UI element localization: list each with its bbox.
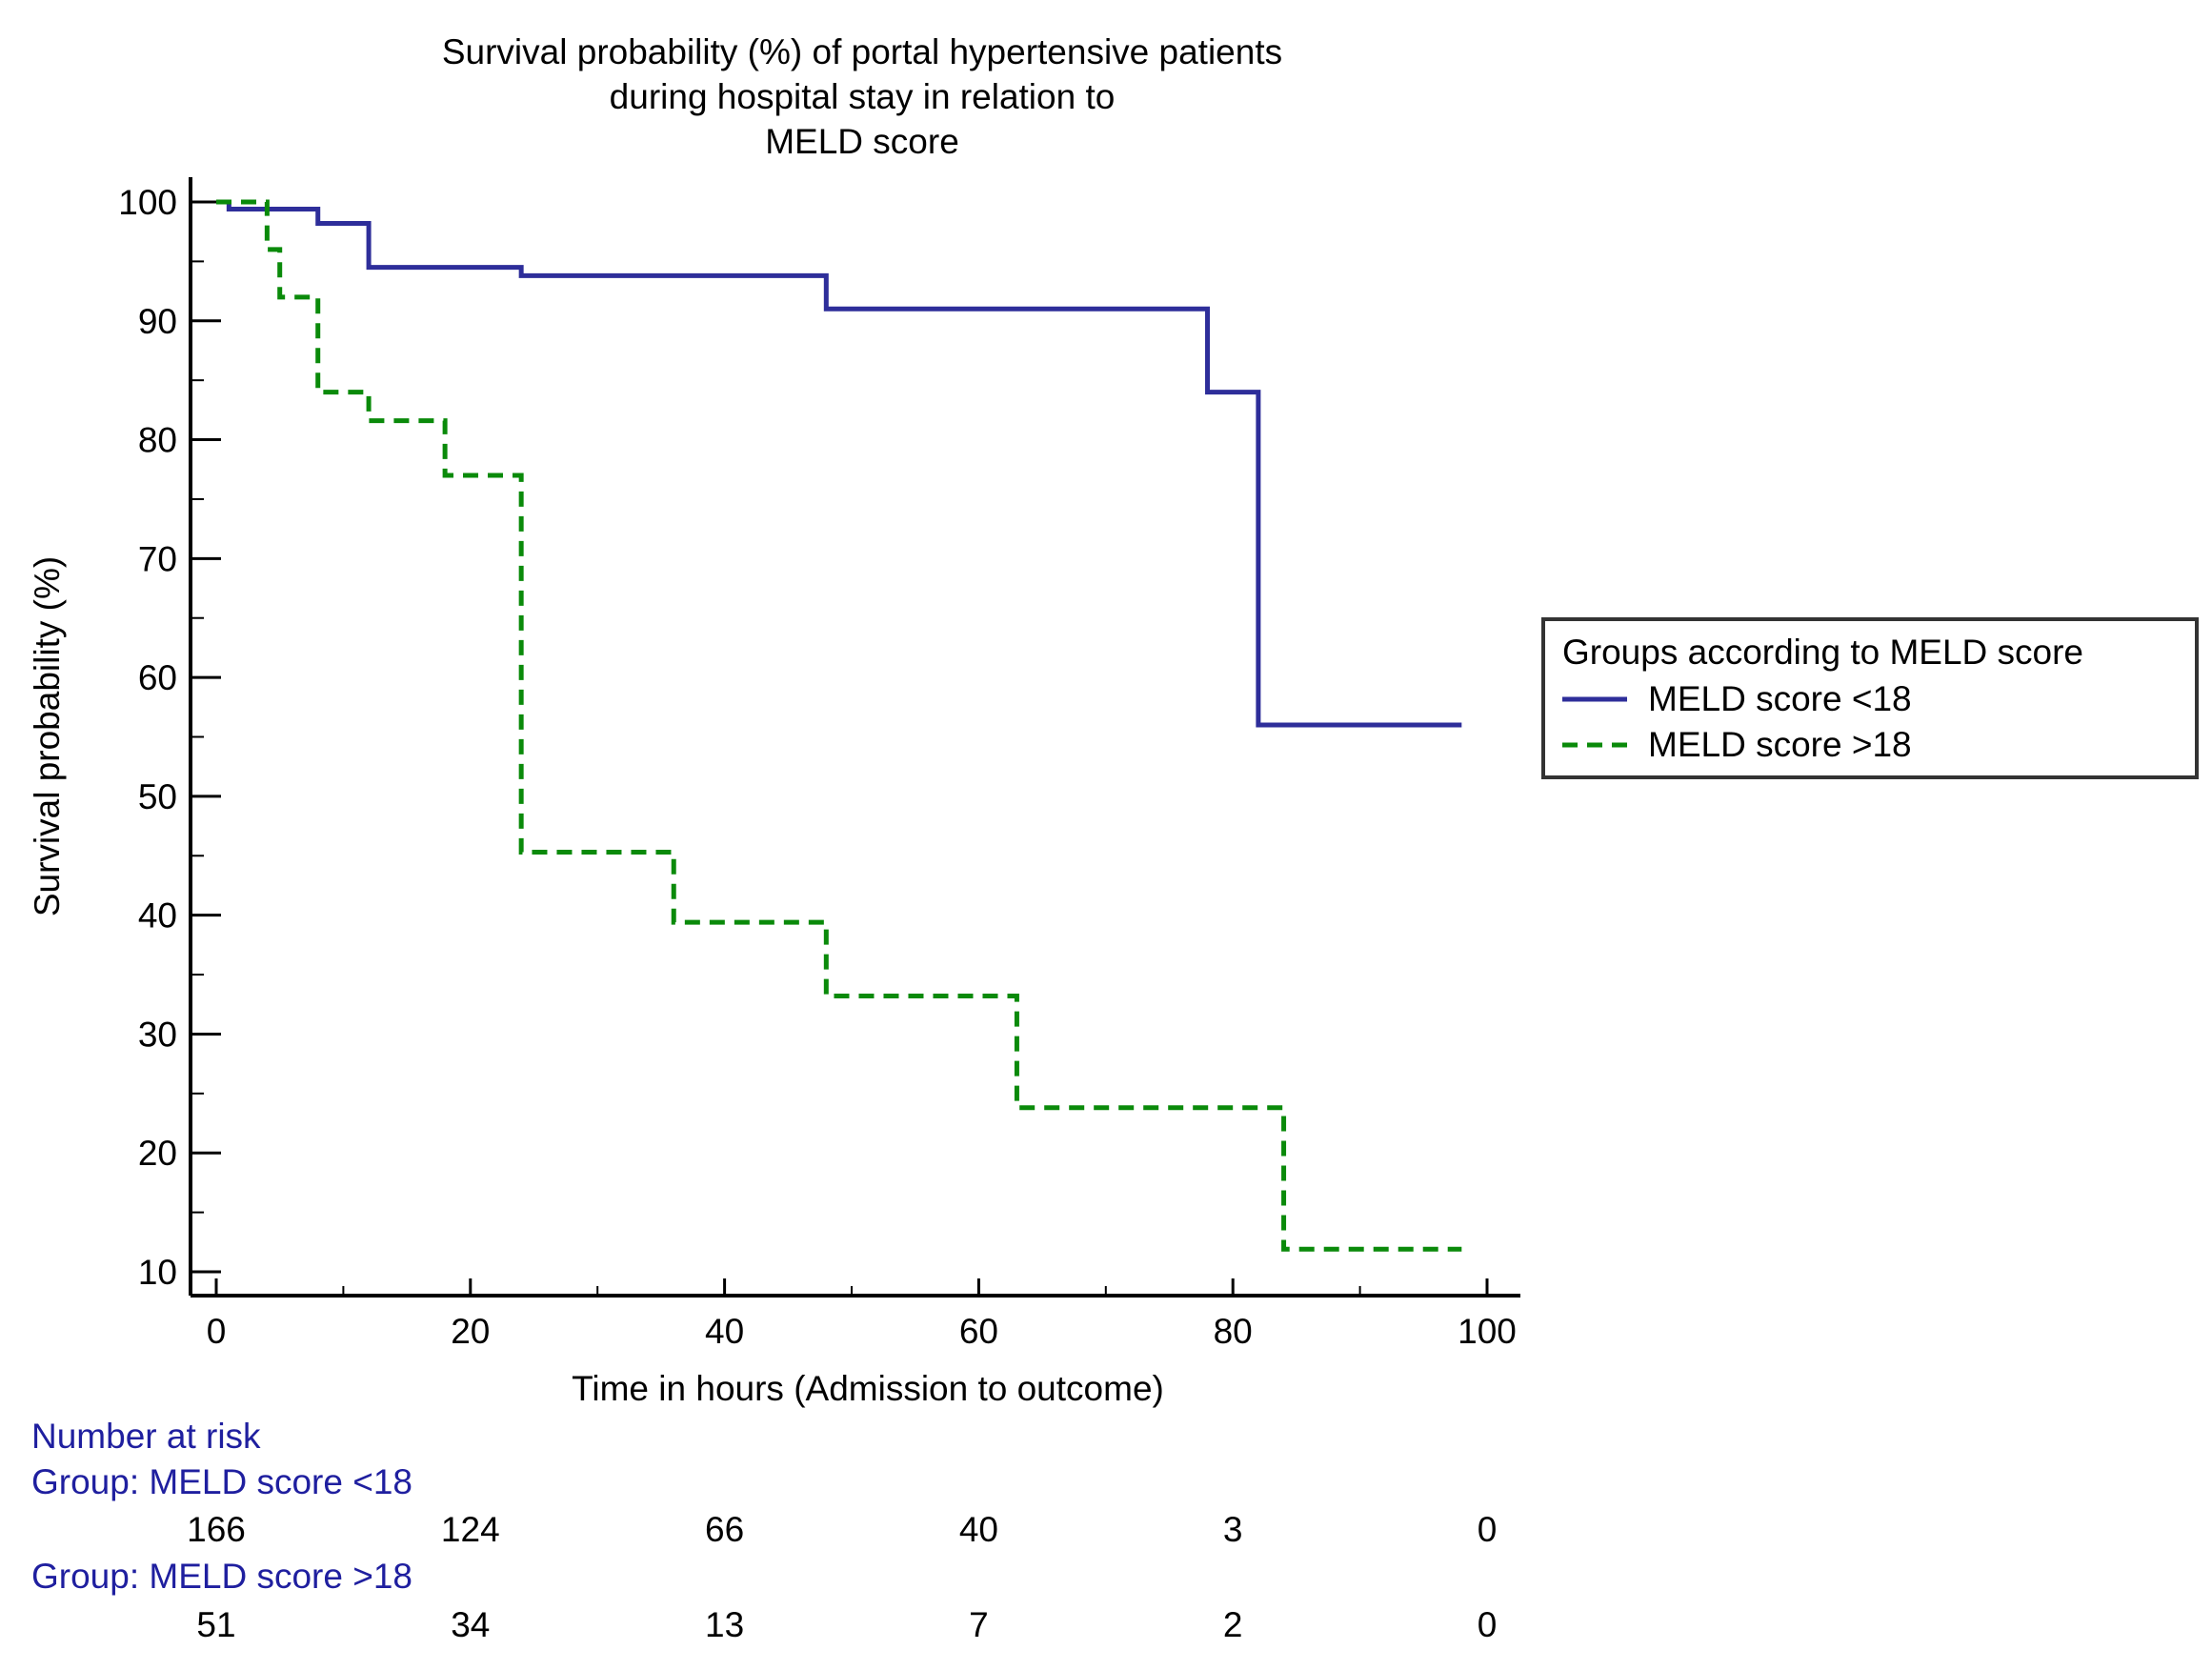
y-axis-label: Survival probability (%) xyxy=(28,556,67,916)
legend-label-meld-gt18: MELD score >18 xyxy=(1648,725,1912,764)
risk-count: 7 xyxy=(969,1605,989,1644)
y-tick-label-90: 90 xyxy=(138,302,177,341)
risk-count: 34 xyxy=(451,1605,490,1644)
y-tick-label-80: 80 xyxy=(138,421,177,460)
title-line-2: during hospital stay in relation to xyxy=(610,77,1116,116)
risk-count: 124 xyxy=(441,1510,500,1549)
series-line-meld-gt18 xyxy=(216,199,1462,1252)
risk-count: 40 xyxy=(959,1510,998,1549)
axes xyxy=(189,177,1520,1298)
risk-count: 66 xyxy=(705,1510,744,1549)
series-line-meld-lt18 xyxy=(216,199,1462,728)
x-tick-label-40: 40 xyxy=(705,1312,744,1351)
x-tick-label-0: 0 xyxy=(207,1312,227,1351)
y-tick-label-40: 40 xyxy=(138,896,177,936)
risk-count: 0 xyxy=(1478,1510,1498,1549)
legend: Groups according to MELD score MELD scor… xyxy=(1541,617,2199,779)
risk-count: 0 xyxy=(1478,1605,1498,1644)
risk-group-label-meld-gt18: Group: MELD score >18 xyxy=(31,1557,412,1596)
legend-label-meld-lt18: MELD score <18 xyxy=(1648,679,1912,718)
risk-count: 2 xyxy=(1223,1605,1243,1644)
y-ticks: 10 20 30 40 50 60 70 80 90 100 xyxy=(118,183,221,1292)
legend-title: Groups according to MELD score xyxy=(1562,633,2083,672)
x-tick-label-100: 100 xyxy=(1458,1312,1517,1351)
risk-count: 3 xyxy=(1223,1510,1243,1549)
x-ticks: 0 20 40 60 80 100 xyxy=(207,1278,1517,1351)
legend-box xyxy=(1541,617,2199,779)
title-line-1: Survival probability (%) of portal hyper… xyxy=(442,32,1282,71)
y-tick-label-10: 10 xyxy=(138,1253,177,1292)
risk-count: 13 xyxy=(705,1605,744,1644)
y-tick-label-20: 20 xyxy=(138,1134,177,1173)
chart-title: Survival probability (%) of portal hyper… xyxy=(442,32,1282,161)
risk-table-header: Number at risk xyxy=(31,1417,261,1456)
y-tick-label-70: 70 xyxy=(138,539,177,578)
risk-row-meld-gt18: 51 34 13 7 2 0 xyxy=(196,1605,1497,1644)
x-tick-label-80: 80 xyxy=(1214,1312,1253,1351)
title-line-3: MELD score xyxy=(765,122,959,161)
y-tick-label-30: 30 xyxy=(138,1015,177,1054)
x-tick-label-60: 60 xyxy=(959,1312,998,1351)
risk-row-meld-lt18: 166 124 66 40 3 0 xyxy=(187,1510,1497,1549)
risk-count: 51 xyxy=(196,1605,235,1644)
x-axis-label: Time in hours (Admission to outcome) xyxy=(572,1369,1164,1408)
risk-count: 166 xyxy=(187,1510,246,1549)
risk-table: Number at risk Group: MELD score <18 166… xyxy=(31,1417,1497,1644)
x-tick-label-20: 20 xyxy=(451,1312,490,1351)
risk-group-label-meld-lt18: Group: MELD score <18 xyxy=(31,1462,412,1501)
y-tick-label-60: 60 xyxy=(138,658,177,697)
y-tick-label-100: 100 xyxy=(118,183,177,222)
series-lines xyxy=(216,199,1462,1252)
y-tick-label-50: 50 xyxy=(138,777,177,816)
